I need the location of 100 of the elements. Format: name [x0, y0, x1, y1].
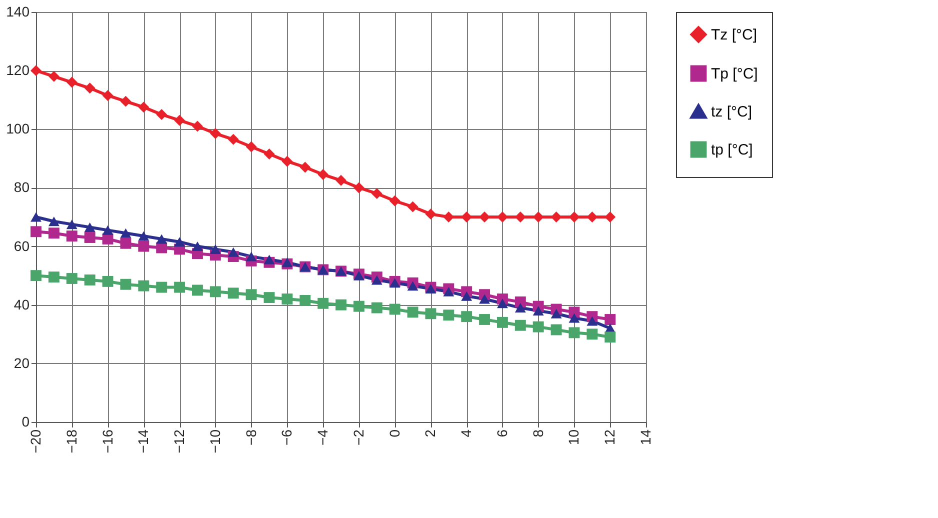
x-tick-label: −18: [63, 429, 80, 454]
point: [407, 281, 418, 291]
point: [425, 284, 436, 294]
point: [48, 70, 60, 82]
point: [532, 321, 544, 332]
point: [389, 278, 400, 288]
point: [102, 90, 114, 101]
point: [84, 82, 96, 94]
point: [138, 102, 150, 113]
point: [586, 328, 598, 340]
x-tick-label: −14: [135, 429, 152, 454]
point: [264, 292, 275, 304]
point: [84, 222, 96, 232]
point: [48, 216, 60, 226]
point: [353, 300, 364, 312]
point: [246, 252, 257, 262]
point: [156, 234, 168, 244]
point: [192, 120, 203, 132]
point: [84, 274, 96, 286]
point: [174, 114, 186, 126]
point: [210, 244, 221, 254]
point: [443, 310, 454, 321]
point: [66, 230, 78, 242]
point: [264, 148, 275, 160]
x-tick-label: 2: [422, 429, 438, 438]
point: [496, 298, 508, 308]
point: [443, 212, 454, 222]
point: [532, 212, 544, 222]
point: [514, 303, 526, 313]
point: [138, 280, 150, 292]
point: [120, 228, 132, 238]
point: [138, 240, 150, 252]
point: [30, 212, 42, 222]
point: [604, 314, 616, 325]
point: [66, 273, 78, 284]
point: [479, 294, 490, 304]
point: [586, 316, 598, 326]
x-tick-label: −10: [206, 429, 223, 454]
point: [443, 286, 454, 296]
point: [120, 278, 132, 290]
point: [318, 169, 329, 180]
point: [389, 195, 400, 206]
point: [496, 316, 508, 328]
x-tick-label: 4: [458, 429, 474, 438]
point: [586, 212, 598, 222]
y-tick-label: 60: [14, 238, 30, 254]
point: [156, 109, 168, 120]
x-tick-label: −20: [28, 429, 44, 454]
point: [120, 238, 132, 249]
legend-label: tz [°C]: [711, 104, 752, 120]
point: [30, 270, 42, 282]
point: [192, 284, 203, 296]
point: [604, 332, 616, 343]
y-tick-label: 120: [6, 62, 30, 78]
point: [479, 314, 490, 325]
point: [568, 327, 580, 338]
point: [371, 302, 382, 314]
x-tick-label: −2: [350, 429, 366, 446]
point: [228, 134, 239, 145]
point: [156, 282, 168, 293]
x-tick-label: 6: [494, 429, 510, 438]
y-tick-label: 140: [6, 4, 30, 20]
point: [461, 291, 472, 301]
point: [550, 308, 562, 318]
y-tick-label: 100: [6, 120, 30, 137]
point: [120, 96, 132, 107]
x-tick-label: 0: [386, 429, 402, 438]
point: [30, 226, 42, 238]
point: [425, 208, 436, 220]
y-tick-label: 20: [14, 354, 30, 371]
point: [514, 320, 526, 331]
point: [66, 76, 78, 88]
x-tick-label: −6: [278, 429, 295, 446]
legend-label: Tp [°C]: [711, 66, 758, 82]
point: [246, 141, 257, 152]
point: [550, 324, 562, 336]
point: [48, 272, 60, 283]
point: [461, 311, 472, 322]
x-tick-label: −8: [242, 429, 259, 446]
point: [210, 286, 221, 298]
x-tick-label: −12: [171, 429, 188, 454]
point: [246, 289, 257, 300]
point: [66, 220, 78, 230]
point: [48, 228, 60, 239]
point: [210, 128, 221, 140]
point: [174, 282, 186, 293]
point: [84, 232, 96, 243]
x-tick-label: −16: [99, 429, 116, 454]
point: [514, 296, 526, 308]
point: [336, 174, 346, 186]
point: [102, 225, 114, 235]
point: [300, 294, 311, 306]
point: [371, 188, 382, 200]
x-tick-label: 14: [638, 429, 654, 446]
point: [228, 247, 239, 257]
point: [336, 299, 346, 310]
x-tick-label: 10: [566, 429, 582, 446]
y-tick-label: 80: [14, 179, 30, 196]
point: [532, 306, 544, 316]
point: [228, 288, 239, 299]
